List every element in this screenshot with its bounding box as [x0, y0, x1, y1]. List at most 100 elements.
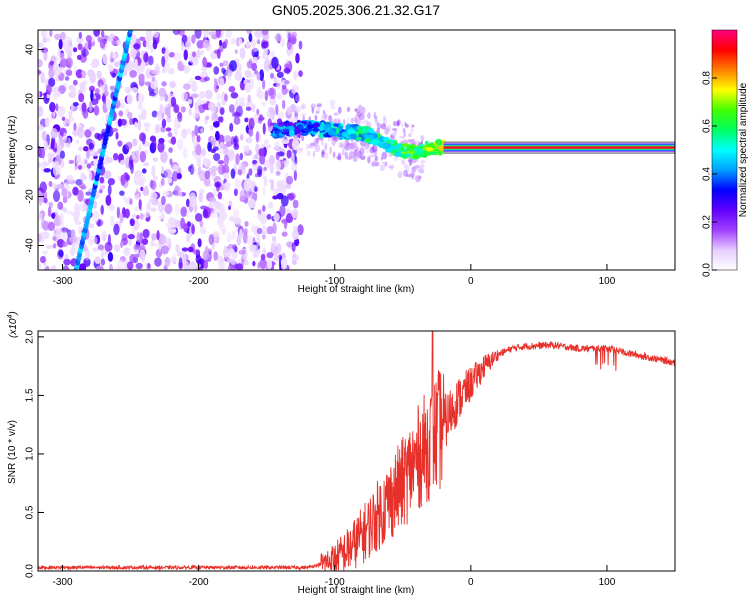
noise-blob [228, 200, 233, 207]
noise-blob [131, 151, 136, 161]
noise-blob [134, 121, 138, 129]
spectrogram-x-axis-label: Height of straight line (km) [298, 284, 415, 295]
noise-blob [76, 54, 82, 61]
noise-blob [361, 120, 365, 125]
noise-blob [87, 223, 95, 229]
noise-blob [414, 175, 421, 183]
noise-blob [344, 143, 350, 151]
noise-blob [225, 30, 233, 39]
noise-blob [231, 230, 236, 240]
noise-blob [235, 263, 244, 270]
noise-blob [177, 112, 183, 123]
noise-blob [98, 189, 103, 194]
noise-blob [90, 60, 98, 69]
noise-blob [342, 118, 346, 125]
noise-blob [125, 174, 131, 181]
noise-blob [196, 259, 203, 265]
noise-blob [330, 106, 336, 110]
noise-blob [211, 112, 219, 123]
noise-blob [127, 111, 133, 120]
noise-blob [301, 112, 307, 117]
noise-blob [256, 72, 261, 81]
noise-blob [397, 170, 403, 179]
noise-blob [157, 141, 165, 153]
noise-blob [136, 231, 141, 243]
noise-blob [359, 147, 365, 156]
ridge-blob [413, 146, 421, 152]
noise-blob [41, 130, 47, 142]
noise-blob [198, 188, 205, 195]
noise-blob [353, 153, 359, 158]
noise-blob [290, 31, 298, 38]
noise-blob [242, 169, 246, 175]
noise-blob [287, 32, 291, 43]
noise-blob [186, 221, 191, 228]
ridge-blob [312, 128, 320, 132]
noise-blob [146, 262, 151, 269]
noise-blob [164, 106, 171, 116]
y-tick-label: 1.0 [25, 447, 36, 461]
noise-blob [38, 145, 42, 157]
noise-blob [99, 38, 106, 49]
noise-blob [49, 60, 55, 66]
noise-blob [116, 206, 120, 219]
noise-blob [42, 161, 50, 167]
noise-blob [139, 150, 146, 163]
noise-blob [167, 177, 172, 184]
noise-blob [120, 174, 126, 186]
noise-blob [225, 252, 232, 258]
noise-blob [306, 150, 311, 157]
noise-blob [256, 108, 260, 115]
noise-blob [277, 111, 285, 120]
noise-blob [193, 107, 200, 119]
noise-blob [170, 136, 177, 145]
noise-blob [344, 151, 349, 160]
noise-blob [216, 101, 221, 110]
noise-blob [128, 237, 132, 247]
colorbar-bar [711, 29, 738, 271]
noise-blob [268, 201, 274, 209]
noise-blob [187, 35, 192, 43]
noise-blob [107, 184, 112, 196]
noise-blob [217, 160, 225, 165]
noise-blob [38, 233, 42, 243]
noise-blob [39, 212, 43, 219]
noise-blob [263, 47, 269, 56]
noise-blob [239, 152, 244, 161]
noise-blob [150, 207, 157, 212]
noise-blob [200, 149, 207, 157]
noise-blob [210, 136, 216, 142]
noise-blob [259, 258, 268, 270]
ridge-blob [323, 124, 331, 130]
noise-blob [414, 164, 420, 169]
noise-blob [251, 49, 255, 57]
noise-blob [202, 56, 208, 68]
noise-blob [240, 163, 246, 171]
noise-blob [280, 37, 285, 48]
noise-blob [162, 191, 170, 196]
noise-blob [203, 177, 211, 187]
noise-blob [267, 118, 273, 129]
noise-blob [65, 174, 74, 183]
noise-blob [38, 59, 43, 68]
noise-blob [43, 197, 48, 204]
noise-blob [196, 39, 205, 49]
noise-blob [380, 157, 383, 161]
noise-blob [252, 159, 258, 165]
noise-blob [112, 53, 117, 60]
noise-blob [50, 128, 58, 139]
noise-blob [215, 30, 222, 38]
noise-blob [399, 135, 406, 139]
noise-blob [139, 132, 146, 142]
ridge-blob [294, 127, 300, 134]
noise-blob [247, 136, 253, 144]
noise-blob [374, 115, 378, 120]
noise-blob [295, 52, 300, 64]
noise-blob [285, 213, 294, 224]
noise-blob [146, 202, 152, 211]
noise-blob [100, 248, 105, 259]
noise-blob [111, 39, 115, 45]
noise-blob [217, 191, 223, 200]
noise-blob [238, 96, 246, 103]
